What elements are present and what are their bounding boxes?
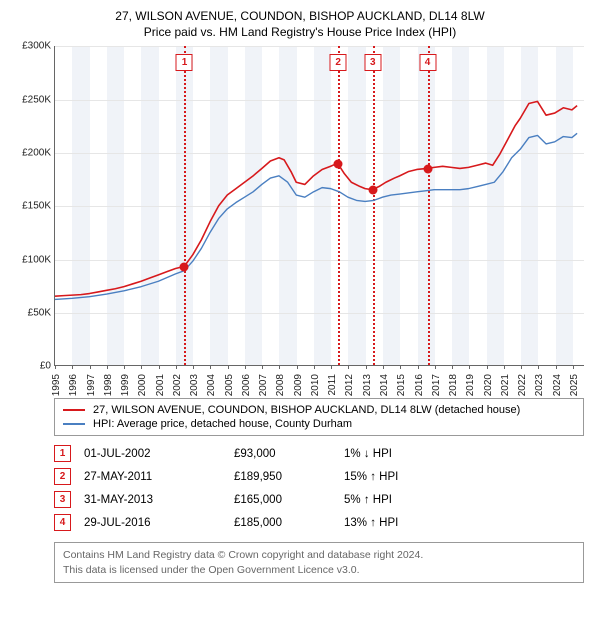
sale-flag: 2 (330, 54, 347, 71)
sale-delta: 1% ↓ HPI (344, 448, 584, 460)
x-tick-label: 2006 (241, 374, 252, 396)
x-tick-label: 2001 (155, 374, 166, 396)
x-tick-label: 2016 (414, 374, 425, 396)
x-tick-label: 2025 (569, 374, 580, 396)
sale-price: £189,950 (234, 471, 344, 483)
sale-delta: 15% ↑ HPI (344, 471, 584, 483)
chart-lines (55, 46, 584, 365)
x-tick-label: 2011 (327, 374, 338, 396)
x-tick-label: 1998 (103, 374, 114, 396)
sale-price: £185,000 (234, 517, 344, 529)
footer-line-2: This data is licensed under the Open Gov… (63, 563, 575, 577)
legend-swatch-subject (63, 409, 85, 411)
x-tick-label: 2012 (344, 374, 355, 396)
x-tick-label: 2000 (137, 374, 148, 396)
x-tick-label: 2020 (483, 374, 494, 396)
sale-flag-icon: 2 (54, 468, 71, 485)
sale-flag: 1 (176, 54, 193, 71)
sale-date: 29-JUL-2016 (84, 517, 234, 529)
y-tick-label: £150K (11, 201, 51, 212)
x-tick-label: 2015 (396, 374, 407, 396)
footer-line-1: Contains HM Land Registry data © Crown c… (63, 548, 575, 562)
legend-swatch-hpi (63, 423, 85, 425)
series-subject (55, 102, 577, 297)
sale-marker (334, 159, 343, 168)
y-tick-label: £0 (11, 361, 51, 372)
sale-marker (368, 186, 377, 195)
sale-row: 3 31-MAY-2013£165,0005% ↑ HPI (54, 488, 584, 511)
sales-table: 101-JUL-2002£93,0001% ↓ HPI227-MAY-2011£… (54, 442, 584, 534)
sale-date: 31-MAY-2013 (84, 494, 234, 506)
y-tick-label: £200K (11, 148, 51, 159)
y-tick-label: £250K (11, 94, 51, 105)
x-tick-label: 2009 (293, 374, 304, 396)
x-tick-label: 2022 (517, 374, 528, 396)
legend-row-hpi: HPI: Average price, detached house, Coun… (63, 417, 575, 431)
x-tick-label: 2003 (189, 374, 200, 396)
x-tick-label: 2013 (362, 374, 373, 396)
x-tick-label: 2005 (224, 374, 235, 396)
x-tick-label: 2010 (310, 374, 321, 396)
sale-flag-icon: 1 (54, 445, 71, 462)
x-tick-label: 2007 (258, 374, 269, 396)
x-tick-label: 2018 (448, 374, 459, 396)
sale-row: 1 01-JUL-2002£93,0001% ↓ HPI (54, 442, 584, 465)
sale-row: 2 27-MAY-2011£189,95015% ↑ HPI (54, 465, 584, 488)
x-tick-label: 1996 (68, 374, 79, 396)
x-tick-label: 2021 (500, 374, 511, 396)
x-tick-label: 2017 (431, 374, 442, 396)
x-tick-label: 1995 (51, 374, 62, 396)
footer-licence: Contains HM Land Registry data © Crown c… (54, 542, 584, 582)
x-tick-label: 2014 (379, 374, 390, 396)
x-tick-label: 2024 (552, 374, 563, 396)
sale-price: £165,000 (234, 494, 344, 506)
sale-flag: 4 (419, 54, 436, 71)
x-tick-label: 2023 (534, 374, 545, 396)
y-tick-label: £300K (11, 41, 51, 52)
price-chart: 1995199619971998199920002001200220032004… (54, 46, 584, 366)
legend-label-hpi: HPI: Average price, detached house, Coun… (93, 418, 352, 430)
legend-row-subject: 27, WILSON AVENUE, COUNDON, BISHOP AUCKL… (63, 403, 575, 417)
chart-subtitle: Price paid vs. HM Land Registry's House … (10, 24, 590, 40)
series-hpi (55, 134, 577, 300)
x-tick-label: 1999 (120, 374, 131, 396)
sale-delta: 5% ↑ HPI (344, 494, 584, 506)
legend-label-subject: 27, WILSON AVENUE, COUNDON, BISHOP AUCKL… (93, 404, 520, 416)
x-tick-label: 2004 (206, 374, 217, 396)
x-tick-label: 2019 (465, 374, 476, 396)
sale-delta: 13% ↑ HPI (344, 517, 584, 529)
sale-date: 01-JUL-2002 (84, 448, 234, 460)
sale-flag: 3 (364, 54, 381, 71)
sale-price: £93,000 (234, 448, 344, 460)
sale-flag-icon: 3 (54, 491, 71, 508)
sale-marker (423, 165, 432, 174)
sale-row: 4 29-JUL-2016£185,00013% ↑ HPI (54, 511, 584, 534)
x-tick-label: 1997 (86, 374, 97, 396)
chart-title: 27, WILSON AVENUE, COUNDON, BISHOP AUCKL… (10, 8, 590, 24)
sale-date: 27-MAY-2011 (84, 471, 234, 483)
sale-marker (180, 263, 189, 272)
x-tick-label: 2002 (172, 374, 183, 396)
chart-legend: 27, WILSON AVENUE, COUNDON, BISHOP AUCKL… (54, 398, 584, 436)
sale-flag-icon: 4 (54, 514, 71, 531)
y-tick-label: £100K (11, 254, 51, 265)
x-tick-label: 2008 (275, 374, 286, 396)
y-tick-label: £50K (11, 308, 51, 319)
